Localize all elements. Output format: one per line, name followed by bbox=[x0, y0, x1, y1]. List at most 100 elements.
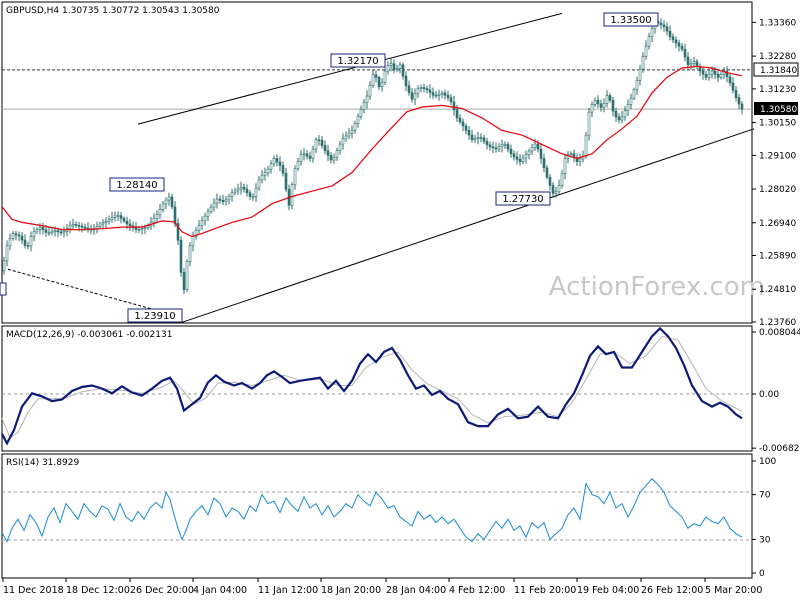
candle bbox=[614, 107, 618, 123]
candle bbox=[203, 212, 207, 226]
time-tick-label: 11 Jan 12:00 bbox=[258, 585, 318, 596]
candle bbox=[422, 83, 426, 93]
candle bbox=[50, 227, 54, 236]
candle bbox=[725, 66, 729, 83]
candle bbox=[263, 167, 267, 181]
candle bbox=[338, 140, 342, 155]
candle bbox=[302, 147, 306, 161]
candle bbox=[611, 97, 615, 117]
candle bbox=[176, 218, 180, 246]
candle bbox=[539, 143, 543, 165]
rsi-tick-label: 70 bbox=[759, 491, 771, 501]
price-tick-label: 1.29100 bbox=[759, 151, 796, 161]
candle bbox=[116, 211, 120, 221]
candle bbox=[350, 125, 354, 139]
candle bbox=[716, 70, 720, 83]
candle bbox=[662, 20, 666, 32]
candle bbox=[392, 59, 396, 74]
candle bbox=[335, 147, 339, 161]
time-tick-label: 19 Feb 04:00 bbox=[577, 585, 639, 596]
candle bbox=[23, 234, 27, 249]
candle bbox=[251, 193, 255, 202]
price-tick-label: 1.25890 bbox=[759, 252, 796, 262]
candle bbox=[659, 18, 663, 30]
candle bbox=[29, 231, 33, 252]
price-tick-label: 1.23760 bbox=[759, 318, 796, 328]
candle bbox=[428, 84, 432, 99]
annotation-high-2: 1.32170 bbox=[330, 53, 386, 68]
candle bbox=[527, 148, 531, 160]
candle bbox=[329, 152, 333, 164]
candle bbox=[461, 118, 465, 132]
rsi-line bbox=[1, 478, 743, 543]
candle bbox=[557, 179, 561, 195]
candle bbox=[674, 36, 678, 49]
candle bbox=[209, 204, 213, 214]
candle bbox=[458, 114, 462, 125]
price-tick-label: 1.31230 bbox=[759, 85, 796, 95]
candle bbox=[233, 187, 237, 196]
channel-line bbox=[137, 12, 563, 125]
candle bbox=[224, 196, 228, 206]
candle bbox=[332, 153, 336, 164]
candle bbox=[347, 128, 351, 140]
candle bbox=[377, 75, 381, 91]
candle bbox=[170, 193, 174, 210]
candle bbox=[215, 193, 219, 209]
candle bbox=[704, 70, 708, 81]
candle bbox=[734, 86, 738, 102]
candle bbox=[182, 268, 186, 295]
svg-text:1.28140: 1.28140 bbox=[116, 180, 157, 191]
candle bbox=[122, 216, 126, 224]
candle bbox=[473, 134, 477, 143]
candle bbox=[419, 84, 423, 93]
candle bbox=[608, 92, 612, 103]
candle bbox=[512, 150, 516, 161]
candle bbox=[362, 98, 366, 114]
candle bbox=[152, 213, 156, 228]
candle bbox=[107, 215, 111, 225]
rsi-tick-label: 30 bbox=[759, 535, 771, 545]
candle bbox=[35, 227, 39, 234]
svg-text:1.23910: 1.23910 bbox=[134, 311, 175, 322]
candle bbox=[545, 164, 549, 180]
candle bbox=[692, 56, 696, 68]
macd-tick-label: -0.006821 bbox=[759, 444, 800, 454]
time-tick-label: 5 Mar 20:00 bbox=[705, 585, 762, 596]
candle bbox=[80, 222, 84, 233]
price-tick-label: 1.24810 bbox=[759, 285, 796, 295]
candle bbox=[242, 183, 246, 193]
candle bbox=[110, 211, 114, 223]
candle bbox=[296, 157, 300, 172]
candle bbox=[200, 216, 204, 230]
candle bbox=[602, 98, 606, 113]
candle bbox=[578, 153, 582, 167]
candle bbox=[113, 211, 117, 222]
candle bbox=[437, 89, 441, 101]
current-price-box: 1.30580 bbox=[754, 102, 798, 115]
candle bbox=[521, 154, 525, 165]
candle bbox=[665, 22, 669, 36]
candle bbox=[248, 189, 252, 200]
rsi-axis: 100 70 30 0 bbox=[752, 457, 776, 579]
candle bbox=[167, 192, 171, 206]
candle bbox=[395, 64, 399, 73]
macd-line bbox=[1, 326, 743, 446]
candle bbox=[260, 169, 264, 184]
candle bbox=[269, 160, 273, 174]
annotation-high-1: 1.33500 bbox=[603, 12, 659, 27]
candle bbox=[320, 135, 324, 149]
candle bbox=[368, 80, 372, 100]
candle bbox=[128, 219, 132, 232]
time-tick-label: 4 Jan 04:00 bbox=[193, 585, 247, 596]
candle bbox=[290, 182, 294, 210]
candle bbox=[530, 143, 534, 155]
candle bbox=[179, 236, 183, 277]
rsi-header: RSI(14) 31.8929 bbox=[6, 458, 79, 468]
candle bbox=[563, 153, 567, 180]
price-tick-label: 1.30150 bbox=[759, 119, 796, 129]
candle bbox=[380, 78, 384, 92]
candle bbox=[281, 161, 285, 177]
candle bbox=[98, 221, 102, 229]
candle bbox=[245, 184, 249, 197]
